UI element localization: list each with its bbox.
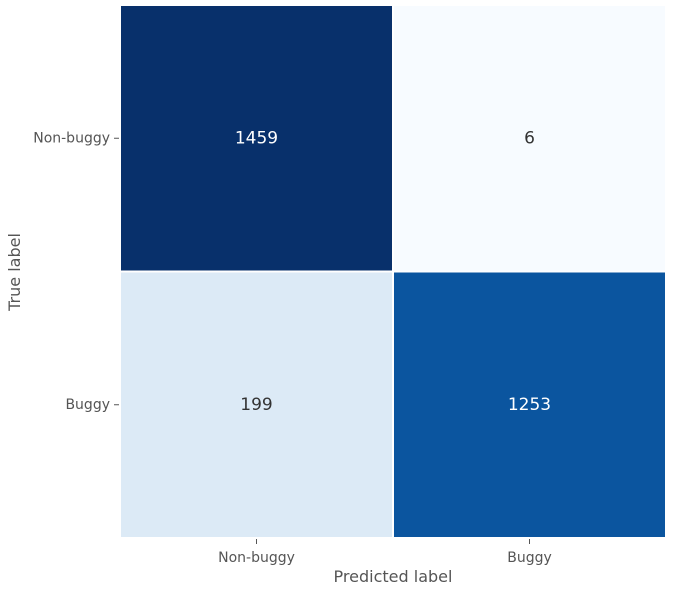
y-tick-label: Non-buggy <box>33 130 110 146</box>
cell-value-label: 6 <box>524 128 535 148</box>
cells-layer: 1459 6 199 1253 <box>119 4 667 539</box>
y-ticks: Non-buggy Buggy <box>33 130 119 413</box>
x-tick-label: Non-buggy <box>218 550 295 566</box>
x-axis-title: Predicted label <box>334 567 453 586</box>
cell-value-label: 1253 <box>508 395 551 415</box>
x-tick-label: Buggy <box>507 550 552 566</box>
cell-value-label: 1459 <box>235 128 278 148</box>
cell-value-label: 199 <box>240 395 272 415</box>
y-tick-label: Buggy <box>65 397 110 413</box>
x-ticks: Non-buggy Buggy <box>218 539 552 566</box>
matrix-cell <box>392 270 667 539</box>
matrix-cell <box>119 4 394 273</box>
y-axis-title: True label <box>5 233 24 312</box>
matrix-cell <box>119 270 394 539</box>
matrix-cell <box>392 4 667 273</box>
